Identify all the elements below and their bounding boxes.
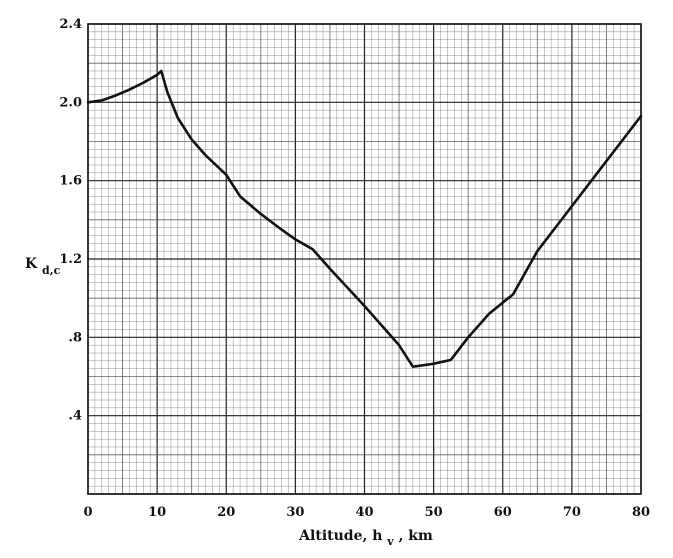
plot-frame xyxy=(87,23,642,495)
y-axis-label-main: K xyxy=(25,256,38,272)
chart-tick-labels: 0 10 20 30 40 50 60 70 80 .4 .8 1.2 1.6 2.0 2.4 xyxy=(59,17,650,520)
x-tick-label: 70 xyxy=(563,505,581,520)
x-axis-label-tail: , km xyxy=(399,528,433,544)
x-tick-label: 40 xyxy=(355,505,373,520)
chart-axes xyxy=(87,23,642,495)
chart-series xyxy=(86,69,643,369)
chart-grid xyxy=(87,23,642,495)
x-tick-label: 20 xyxy=(217,505,235,520)
y-tick-label: 1.6 xyxy=(59,174,82,189)
x-tick-label: 0 xyxy=(83,505,92,520)
y-tick-label: 2.0 xyxy=(59,95,82,110)
y-tick-label: 2.4 xyxy=(59,17,82,32)
series-line-1 xyxy=(86,69,643,369)
y-tick-label: .4 xyxy=(68,409,82,424)
x-tick-label: 50 xyxy=(425,505,443,520)
x-tick-label: 30 xyxy=(286,505,304,520)
x-axis-label: Altitude, h v , km xyxy=(298,528,433,549)
x-axis-label-subscript: v xyxy=(386,535,394,548)
x-axis-label-main: Altitude, h xyxy=(298,528,382,544)
y-axis-label: K d,c xyxy=(25,256,61,277)
x-tick-label: 80 xyxy=(632,505,650,520)
y-tick-label: 1.2 xyxy=(59,252,82,267)
y-tick-label: .8 xyxy=(68,330,82,345)
x-tick-label: 60 xyxy=(494,505,512,520)
y-axis-label-subscript: d,c xyxy=(42,264,61,277)
x-tick-label: 10 xyxy=(148,505,166,520)
